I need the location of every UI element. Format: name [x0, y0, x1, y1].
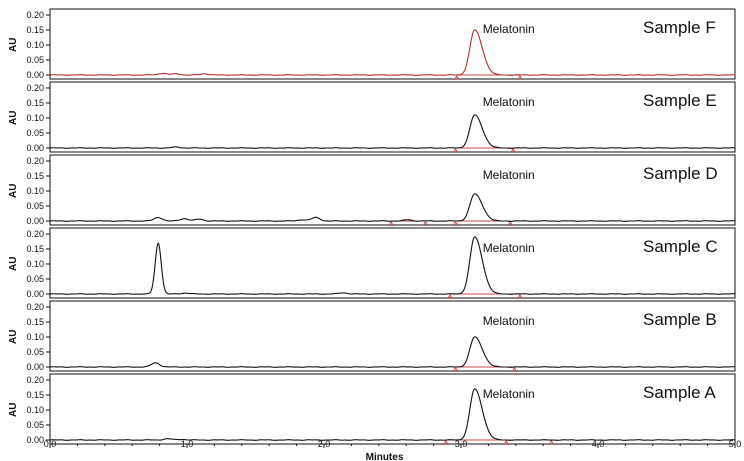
panel-5-y-axis-title: AU — [8, 330, 19, 344]
panel-5-y-tick-label-3: 0.10 — [26, 332, 44, 342]
x-tick-label-1: 0.0 — [44, 439, 57, 449]
panel-4-y-tick-label-3: 0.10 — [26, 259, 44, 269]
panel-2-integration-marker-1 — [452, 148, 459, 154]
panel-2-y-tick-label-3: 0.10 — [26, 113, 44, 123]
panel-1-y-axis-title: AU — [8, 38, 19, 52]
panel-3-integration-marker-1 — [388, 221, 395, 227]
panel-3-trace — [49, 193, 736, 222]
x-tick-label-3: 2.0 — [318, 439, 331, 449]
panel-6-y-tick-label-2: 0.05 — [26, 420, 44, 430]
panel-frame-2 — [49, 81, 736, 153]
panel-4-sample-label: Sample C — [643, 237, 718, 256]
panel-3-integration-marker-4 — [507, 221, 514, 227]
panel-1-y-tick-label-3: 0.10 — [26, 40, 44, 50]
panel-frame-4 — [49, 227, 736, 299]
x-tick-label-5: 4.0 — [592, 439, 605, 449]
panel-2-y-tick-label-4: 0.15 — [26, 98, 44, 108]
panel-3-y-tick-label-5: 0.20 — [26, 156, 44, 166]
panel-5-y-tick-label-2: 0.05 — [26, 347, 44, 357]
panel-4-y-axis-title: AU — [8, 257, 19, 271]
panel-3-integration-marker-2 — [422, 221, 429, 227]
panel-6-y-tick-label-1: 0.00 — [26, 435, 44, 445]
x-tick-label-6: 5.0 — [729, 439, 742, 449]
panel-4-y-tick-label-2: 0.05 — [26, 274, 44, 284]
panel-3-y-tick-label-4: 0.15 — [26, 171, 44, 181]
panel-1-integration-marker-2 — [516, 75, 523, 81]
panel-frame-1 — [49, 8, 736, 80]
panel-5-sample-label: Sample B — [643, 310, 717, 329]
panel-1-y-tick-label-2: 0.05 — [26, 55, 44, 65]
panel-1-integration-marker-1 — [453, 75, 460, 81]
panel-frame-3 — [49, 154, 736, 226]
panel-1-y-tick-label-1: 0.00 — [26, 70, 44, 80]
panel-1-y-tick-label-4: 0.15 — [26, 25, 44, 35]
panel-4-integration-marker-2 — [516, 294, 523, 300]
panel-2-integration-marker-2 — [510, 148, 516, 154]
panel-6-integration-marker-1 — [443, 440, 449, 446]
panel-6-sample-label: Sample A — [643, 383, 716, 402]
panel-5-y-tick-label-5: 0.20 — [26, 302, 44, 312]
panel-6-y-tick-label-3: 0.10 — [26, 405, 44, 415]
panel-5-integration-marker-2 — [511, 367, 518, 373]
panel-3-y-axis-title: AU — [8, 184, 19, 198]
panel-3-sample-label: Sample D — [643, 164, 718, 183]
panel-2-peak-label: Melatonin — [483, 95, 535, 109]
panel-6-y-axis-title: AU — [8, 403, 19, 417]
x-tick-label-4: 3.0 — [455, 439, 468, 449]
x-axis-title: Minutes — [366, 452, 404, 461]
panel-4-trace — [49, 236, 736, 295]
panel-3-y-tick-label-2: 0.05 — [26, 201, 44, 211]
panel-3-y-tick-label-1: 0.00 — [26, 216, 44, 226]
panel-3-peak-label: Melatonin — [483, 168, 535, 182]
panel-2-sample-label: Sample E — [643, 91, 717, 110]
panel-frame-6 — [49, 373, 736, 445]
panel-6-trace — [49, 388, 736, 441]
panel-5-y-tick-label-4: 0.15 — [26, 317, 44, 327]
panel-5-integration-marker-1 — [452, 367, 459, 373]
panel-6-integration-marker-2 — [503, 440, 510, 446]
x-tick-label-2: 1.0 — [181, 439, 194, 449]
panel-1-sample-label: Sample F — [643, 18, 716, 37]
panel-4-y-tick-label-1: 0.00 — [26, 289, 44, 299]
panel-2-trace — [49, 114, 736, 149]
panel-2-y-axis-title: AU — [8, 111, 19, 125]
panel-6-y-tick-label-4: 0.15 — [26, 390, 44, 400]
panel-4-y-tick-label-5: 0.20 — [26, 229, 44, 239]
panel-6-integration-marker-3 — [548, 440, 555, 446]
panel-2-y-tick-label-2: 0.05 — [26, 128, 44, 138]
panel-3-y-tick-label-3: 0.10 — [26, 186, 44, 196]
panel-4-integration-marker-1 — [447, 294, 453, 300]
panel-4-peak-label: Melatonin — [483, 241, 535, 255]
panel-6-peak-label: Melatonin — [483, 387, 535, 401]
panel-5-y-tick-label-1: 0.00 — [26, 362, 44, 372]
panel-5-peak-label: Melatonin — [483, 314, 535, 328]
panel-1-y-tick-label-5: 0.20 — [26, 10, 44, 20]
panel-2-y-tick-label-5: 0.20 — [26, 83, 44, 93]
panel-4-y-tick-label-4: 0.15 — [26, 244, 44, 254]
panel-frame-5 — [49, 300, 736, 372]
panel-6-y-tick-label-5: 0.20 — [26, 375, 44, 385]
panel-1-peak-label: Melatonin — [483, 22, 535, 36]
panel-2-y-tick-label-1: 0.00 — [26, 143, 44, 153]
panel-3-integration-marker-3 — [452, 221, 459, 227]
panel-5-trace — [49, 336, 736, 368]
panel-1-trace — [49, 29, 736, 76]
